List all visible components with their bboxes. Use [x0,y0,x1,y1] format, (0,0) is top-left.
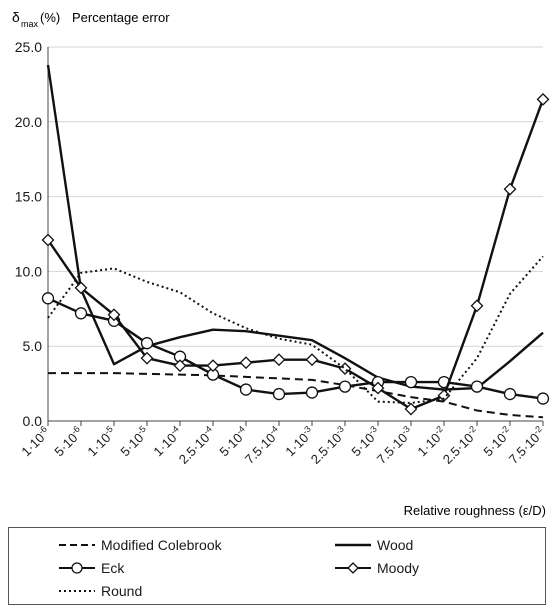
data-point-eck [305,386,319,399]
data-point-moody [206,359,220,373]
grid-layer [47,46,544,426]
series-layer [41,64,550,419]
data-point-eck [41,292,55,305]
data-point-eck [404,375,418,389]
data-point-moody [338,362,352,376]
data-point-moody [404,402,418,416]
legend-item-wood: Wood [335,537,413,553]
x-tick-label: 7.5·10-3 [373,424,416,467]
y-axis-label-unit: (%) [40,10,60,25]
x-tick-label: 1·10-6 [18,424,53,459]
data-point-moody [305,353,319,367]
data-point-eck [272,387,286,401]
x-tick-layer: 1·10-65·10-61·10-55·10-51·10-42.5·10-45·… [18,424,548,467]
series-line-moody [47,98,545,411]
legend-label: Moody [377,560,420,576]
y-tick-layer: 0.0 5.0 10.0 15.0 20.0 25.0 [15,39,42,429]
legend: Modified Colebrook Wood Eck Moody Round [8,527,546,605]
y-tick-label: 0.0 [23,413,43,429]
data-point-moody [41,233,55,247]
data-point-moody [107,308,121,322]
legend-item-eck: Eck [59,560,124,576]
legend-circle-line-icon [59,562,95,574]
y-tick-label: 25.0 [15,39,42,55]
x-tick-label: 2.5·10-4 [175,424,218,467]
data-point-moody [437,389,451,402]
data-point-eck [338,380,352,393]
y-tick-label: 20.0 [15,114,42,130]
series-line-round [47,255,544,404]
legend-item-round: Round [59,583,142,599]
data-point-moody [503,182,517,196]
x-tick-label: 5·10-6 [51,424,86,459]
legend-dotted-line-icon [59,590,95,592]
x-axis-title: Relative roughness (ε/D) [404,503,546,518]
data-point-eck [470,380,484,393]
legend-diamond-line-icon [335,562,371,574]
x-tick-label: 2.5·10-3 [307,424,350,467]
legend-item-modified-colebrook: Modified Colebrook [59,537,222,553]
legend-solid-line-icon [335,543,371,547]
data-point-moody [239,356,253,370]
data-point-eck [140,337,154,350]
x-tick-label: 5·10-5 [117,424,152,459]
data-point-eck [74,307,88,320]
y-axis-label-symbol: δ [12,9,20,25]
x-tick-label: 2.5·10-2 [439,424,482,467]
y-axis-title: Percentage error [72,10,170,25]
y-axis-label-subscript: max [21,19,39,29]
line-chart: δ max (%) Percentage error 0.0 5.0 10.0 15.… [12,9,550,518]
series-line-eck [47,297,544,400]
legend-label: Round [101,583,143,599]
x-tick-label: 1·10-5 [84,424,119,459]
series-line-modified-colebrook [48,372,544,419]
y-tick-label: 15.0 [15,189,42,205]
data-point-moody [536,92,550,106]
data-point-eck [536,392,550,405]
legend-dashed-line-icon [59,544,95,546]
data-point-eck [503,387,517,401]
legend-label: Wood [377,537,414,553]
legend-label: Modified Colebrook [101,537,222,553]
y-tick-label: 10.0 [15,263,42,279]
data-point-eck [239,383,253,396]
y-tick-label: 5.0 [23,338,43,354]
series-line-wood [46,64,544,391]
legend-label: Eck [101,560,125,576]
data-point-moody [371,381,385,395]
x-tick-label: 7.5·10-2 [505,424,548,467]
data-point-moody [74,281,88,295]
legend-item-moody: Moody [335,560,419,576]
data-point-moody [173,359,187,373]
x-tick-label: 7.5·10-4 [241,424,284,467]
data-point-moody [140,351,154,365]
data-point-moody [272,353,286,367]
data-point-moody [470,299,484,313]
